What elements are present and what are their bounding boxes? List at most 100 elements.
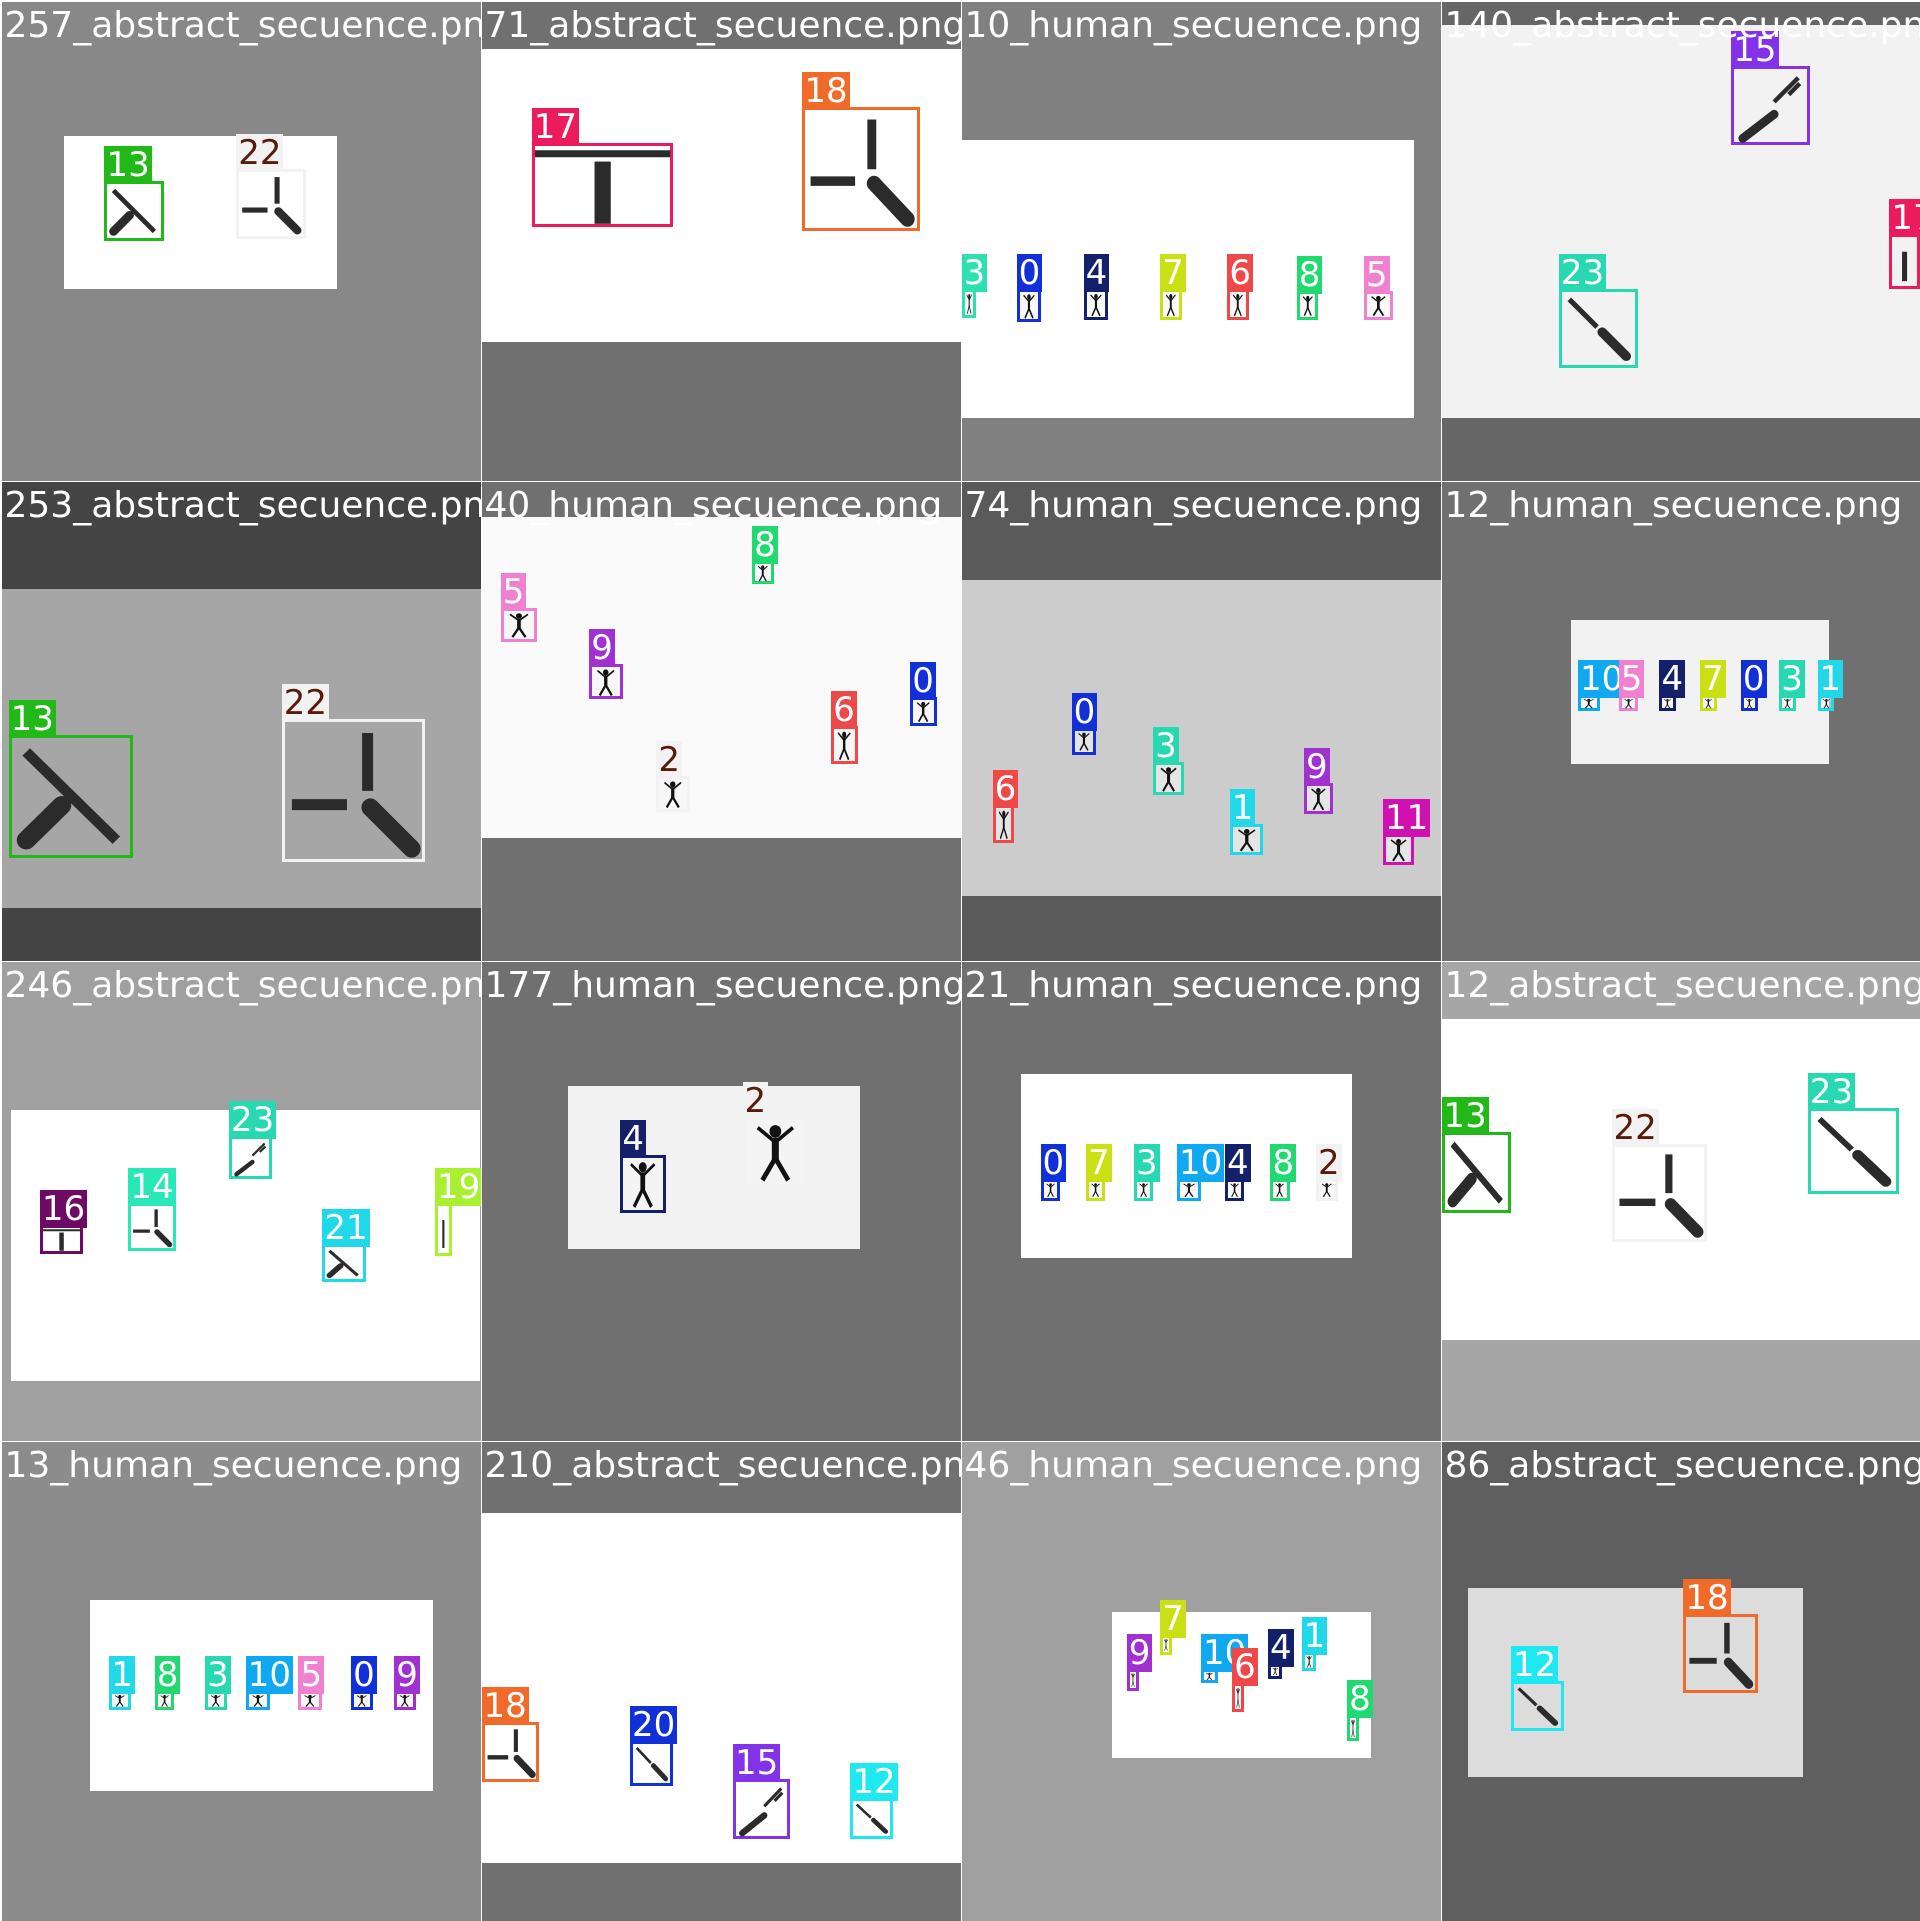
person-icon: [965, 292, 973, 315]
detection-label: 8: [752, 526, 778, 564]
bar-icon: [438, 1206, 449, 1253]
grid-tile: 140_abstract_secuence.png151723: [1442, 2, 1920, 481]
person-icon: [354, 1694, 370, 1707]
x-shape-icon: [12, 738, 131, 854]
tile-filename: 46_human_secuence.png: [965, 1446, 1423, 1486]
detection-label: 8: [155, 1656, 181, 1694]
y-shape-icon: [1686, 1617, 1754, 1690]
detection-box: 5: [501, 608, 537, 642]
image-content-area: [568, 1086, 860, 1249]
detection-box: 2: [743, 1117, 808, 1186]
detection-box: 8: [1297, 291, 1319, 320]
double-bar-icon: [736, 1782, 787, 1836]
detection-box: 1: [1230, 824, 1264, 855]
detection-box: 12: [1511, 1681, 1564, 1731]
detection-label: 10: [246, 1656, 293, 1694]
detection-box: 3: [1134, 1179, 1153, 1201]
detection-box: 6: [1227, 289, 1249, 320]
person-icon: [1075, 731, 1093, 751]
detection-box: 19: [435, 1203, 452, 1256]
detection-label: 23: [229, 1101, 276, 1139]
detection-box: 4: [1084, 289, 1108, 320]
detection-label: 18: [1683, 1579, 1730, 1617]
detection-label: 4: [1225, 1144, 1251, 1182]
detection-label: 17: [1889, 199, 1920, 237]
detection-box: 6: [993, 805, 1015, 843]
detection-label: 18: [482, 1687, 529, 1725]
person-icon: [1821, 698, 1832, 709]
t-shape-icon: [43, 1228, 80, 1251]
y-shape-icon: [805, 110, 916, 229]
person-icon: [1350, 1718, 1356, 1738]
person-icon: [1163, 1638, 1169, 1651]
detection-box: 17: [532, 143, 673, 227]
detection-label: 2: [656, 741, 682, 779]
detection-box: 0: [1072, 728, 1096, 754]
detection-box: 4: [620, 1155, 666, 1212]
detection-box: 5: [298, 1691, 322, 1710]
person-icon: [301, 1694, 319, 1707]
detection-label: 7: [1086, 1144, 1112, 1182]
detection-label: 13: [104, 146, 151, 184]
detection-box: 20: [630, 1741, 673, 1787]
person-icon: [1273, 1182, 1286, 1198]
tile-filename: 253_abstract_secuence.png: [5, 486, 481, 526]
detection-label: 12: [1511, 1646, 1558, 1684]
detection-box: 22: [1612, 1144, 1708, 1242]
person-icon: [1235, 1686, 1241, 1709]
detection-label: 17: [532, 108, 579, 146]
slash-bar-icon: [853, 1801, 890, 1836]
detection-box: 1: [1302, 1652, 1316, 1671]
person-icon: [1386, 837, 1411, 862]
detection-box: 23: [229, 1136, 272, 1179]
person-icon: [1044, 1182, 1057, 1198]
tile-filename: 13_human_secuence.png: [5, 1446, 463, 1486]
tile-filename: 40_human_secuence.png: [485, 486, 943, 526]
detection-label: 10: [1177, 1144, 1224, 1182]
detection-label: 7: [1160, 254, 1186, 292]
detection-box: 21: [322, 1244, 365, 1282]
detection-box: 2: [1316, 1179, 1338, 1201]
detection-label: 11: [1383, 799, 1430, 837]
detection-label: 7: [1700, 660, 1726, 698]
detection-label: 3: [1134, 1144, 1160, 1182]
detection-label: 3: [1153, 727, 1179, 765]
detection-box: 0: [910, 697, 936, 726]
detection-box: 15: [733, 1779, 790, 1839]
detection-label: 20: [630, 1706, 677, 1744]
detection-label: 1: [1302, 1617, 1328, 1655]
t-shape-icon: [535, 146, 670, 224]
detection-box: 10: [246, 1691, 270, 1710]
detection-box: 15: [1731, 66, 1810, 145]
detection-label: 4: [620, 1120, 646, 1158]
detection-label: 14: [128, 1168, 175, 1206]
person-icon: [1204, 1672, 1215, 1680]
detection-box: 7: [1086, 1179, 1105, 1201]
person-icon: [1089, 1182, 1102, 1198]
person-icon: [755, 564, 771, 582]
detection-box: 9: [1304, 783, 1333, 814]
detection-label: 4: [1268, 1629, 1294, 1667]
detection-box: 7: [1160, 1635, 1172, 1654]
person-icon: [1319, 1182, 1335, 1198]
tile-filename: 210_abstract_secuence.png: [485, 1446, 961, 1486]
person-icon: [913, 700, 933, 723]
detection-label: 5: [501, 573, 527, 611]
detection-box: 8: [1270, 1179, 1289, 1201]
person-icon: [1782, 698, 1793, 709]
detection-box: 3: [1153, 762, 1184, 796]
person-icon: [112, 1694, 128, 1707]
person-icon: [1307, 786, 1330, 811]
detection-box: 23: [1559, 289, 1638, 368]
detection-box: 4: [1225, 1179, 1244, 1201]
detection-label: 21: [322, 1209, 369, 1247]
detection-label: 5: [1619, 660, 1645, 698]
person-icon: [1163, 292, 1179, 317]
detection-label: 8: [1270, 1144, 1296, 1182]
y-shape-icon: [131, 1206, 173, 1248]
